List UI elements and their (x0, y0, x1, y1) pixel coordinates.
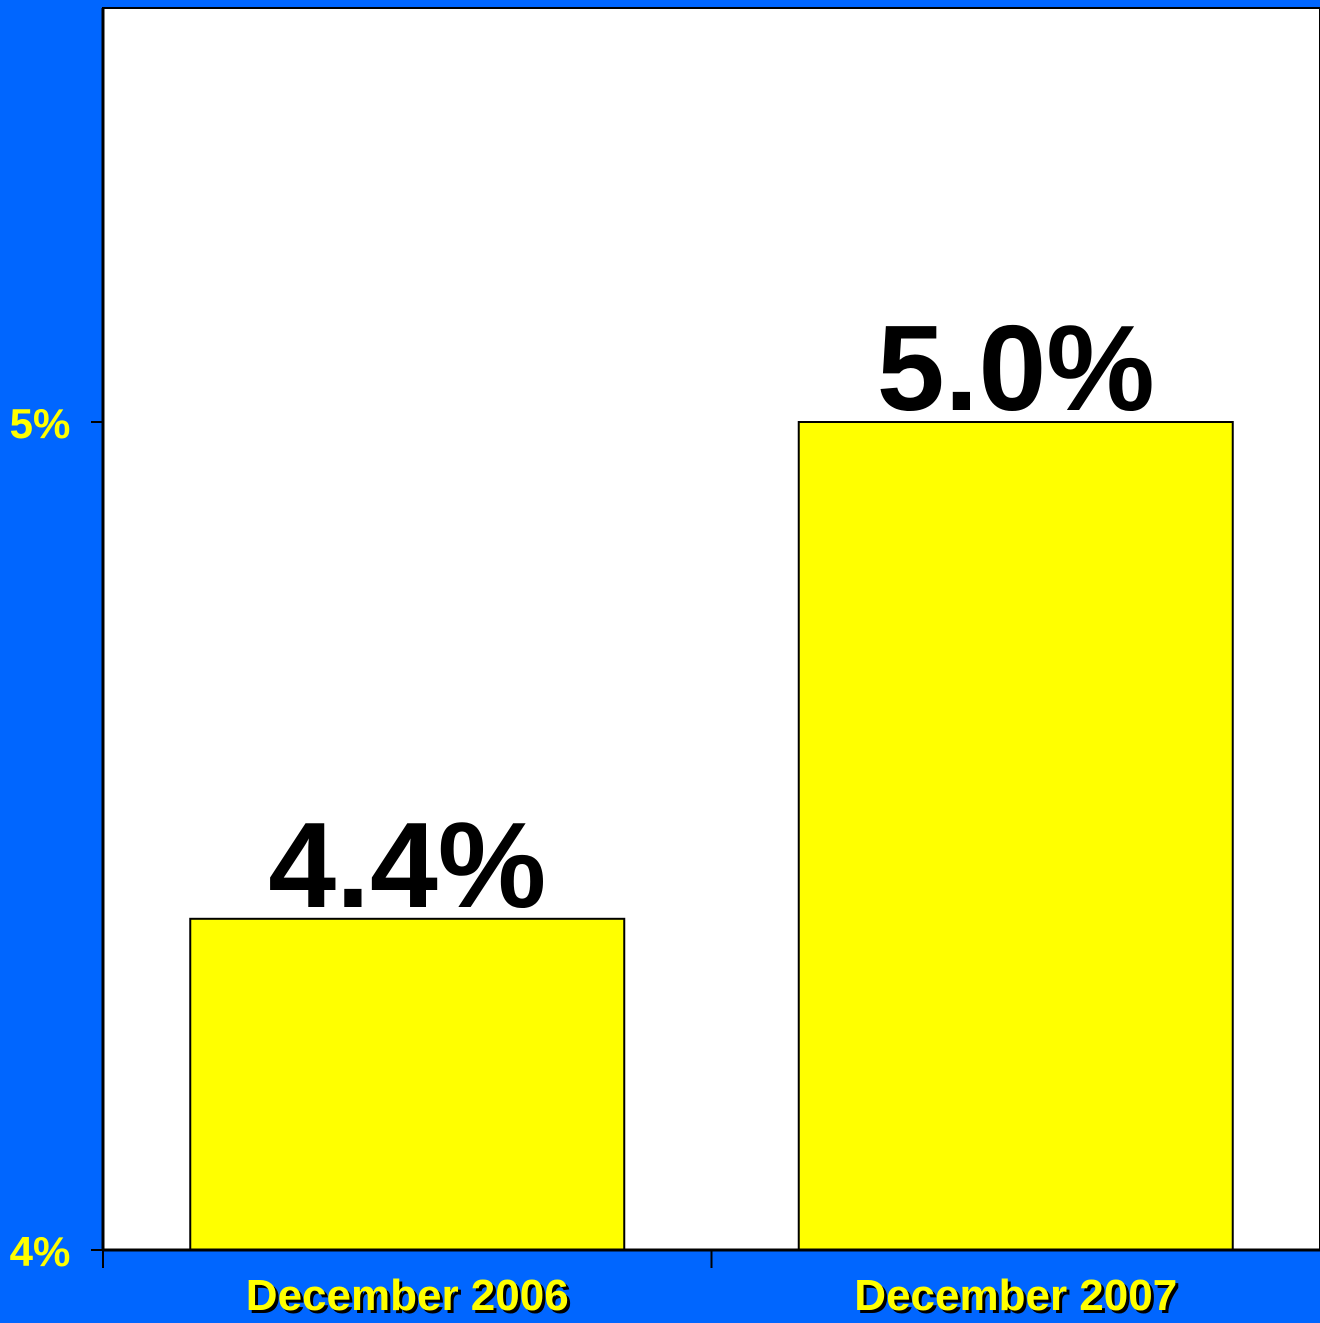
data-label-2: 5.0% (877, 300, 1155, 436)
x-tick-label-2: December 2007 (854, 1271, 1177, 1318)
axes-layer (91, 8, 1320, 1268)
bar-2 (797, 421, 1234, 1251)
x-tick-label-1: December 2006 (246, 1271, 569, 1318)
bar-1 (189, 917, 626, 1251)
x-tick-label-shadow-2: December 2007 (857, 1274, 1180, 1318)
x-tick-label-shadow-1: December 2006 (249, 1274, 572, 1318)
y-tick-label-2: 5% (10, 400, 71, 447)
data-label-1: 4.4% (268, 797, 546, 933)
y-tick-label-1: 4% (10, 1228, 71, 1275)
